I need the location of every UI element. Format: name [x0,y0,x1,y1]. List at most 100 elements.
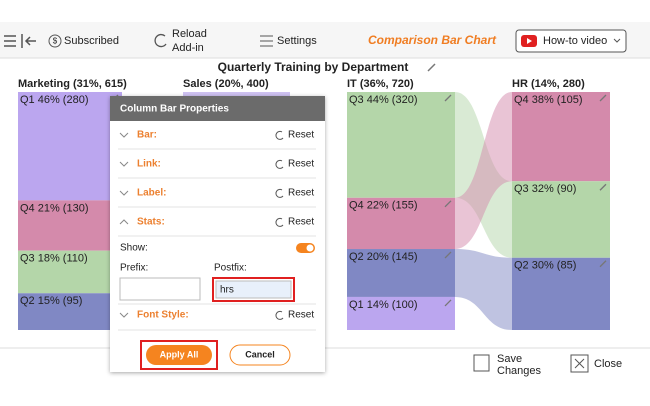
dollar-icon [48,34,62,48]
apply-label: Apply All [160,349,199,359]
chevron[interactable] [119,132,129,138]
apply-button[interactable]: Apply All [146,345,212,365]
segment [347,296,455,330]
settings-icon [260,35,273,47]
highlight [212,277,295,302]
subscribed-label: Subscribed [64,35,119,47]
toggle-knob [306,244,314,252]
segment-label: Q2 30% (85) [514,260,576,272]
dialog-title: Column Bar Properties [120,104,229,115]
properties-dialog: Column Bar Properties Bar: Reset Link: Rese… [110,96,325,372]
edit-icon[interactable] [444,94,452,102]
cancel-button[interactable]: Cancel [229,344,291,366]
segment [18,92,122,201]
chevron [613,38,621,43]
segment-label: Q1 14% (100) [349,299,417,311]
edit-icon[interactable] [444,251,452,259]
column-label: Marketing (31%, 615) [18,78,127,90]
segment-label: Q4 21% (130) [20,202,88,214]
chevron[interactable] [119,219,129,225]
chevron[interactable] [119,312,129,318]
save-button[interactable]: Save Changes [473,353,542,377]
show-toggle[interactable] [296,243,315,253]
reset-icon [275,217,284,227]
sections: Bar: Reset Link: Reset Label: Reset Stats: Rese… [118,130,316,237]
segment-label: Q4 22% (155) [349,200,417,212]
reset-button[interactable]: Reset [288,159,314,170]
apply-shape [146,345,212,365]
column-label: Sales (20%, 400) [183,78,269,90]
column-label: HR (14%, 280) [512,78,585,90]
reload-label: Reload [172,28,207,40]
edit-icon[interactable] [444,299,452,307]
dialog-header [110,96,325,121]
save-label: Changes [497,365,542,377]
back-icon[interactable] [21,34,36,48]
reset-icon [275,310,284,320]
close-icon [570,354,589,373]
settings-button[interactable]: Settings [260,35,317,47]
close-button[interactable]: Close [570,354,622,373]
app-title: Comparison Bar Chart [368,33,497,47]
segment [512,181,610,258]
chevron[interactable] [119,190,129,196]
link [455,92,512,250]
cancel-shape [229,344,291,366]
segment [347,92,455,198]
postfix-input[interactable] [215,280,292,299]
highlight [140,340,218,370]
segment-label: Q4 38% (105) [514,94,582,106]
reset-icon [275,188,284,198]
reset-button[interactable]: Reset [288,130,314,141]
reload-icon [154,33,167,48]
postfix-label: Postfix: [214,263,247,274]
chart-title: Quarterly Training by Department [218,60,409,74]
subscribed-button[interactable]: $ Subscribed [48,34,119,48]
reload-label: Add-in [172,42,204,54]
video-button[interactable]: How-to video [515,29,627,53]
prefix-input[interactable] [119,277,201,301]
reset-button[interactable]: Reset [288,188,314,199]
reset-button[interactable]: Reset [288,217,314,228]
segment-label: Q2 20% (145) [349,251,417,263]
section-label: Label: [137,188,166,199]
section-label: Stats: [137,217,165,228]
segment [18,293,122,330]
segment [512,257,610,330]
segment-label: Q2 15% (95) [20,295,82,307]
video-label: How-to video [543,35,607,47]
segment [347,249,455,297]
segment [347,197,455,250]
play-icon [527,38,532,44]
edit-icon[interactable] [444,200,452,208]
cancel-label: Cancel [245,349,275,359]
section-label: Link: [137,159,161,170]
chevron[interactable] [119,161,129,167]
section-label: Font Style: [137,310,189,321]
link [455,249,512,330]
edit-icon[interactable] [599,183,607,191]
edit-icon[interactable] [427,63,436,72]
reset-icon [275,159,284,169]
dialog-panel [110,96,325,372]
segment [18,200,122,251]
postfix-value: hrs [220,285,234,296]
settings-label: Settings [277,35,317,47]
segment [512,92,610,182]
close-label: Close [594,358,622,370]
show-label: Show: [120,243,148,254]
segment-label: Q3 32% (90) [514,183,576,195]
segment [18,250,122,294]
reset-button[interactable]: Reset [288,310,314,321]
column-label: IT (36%, 720) [347,78,414,90]
section-label: Bar: [137,130,157,141]
edit-icon[interactable] [599,94,607,102]
prefix-label: Prefix: [120,263,148,274]
segment-label: Q3 18% (110) [20,253,88,265]
edit-icon[interactable] [599,260,607,268]
menu-icon[interactable] [4,35,16,47]
video-button-frame [515,29,627,53]
reload-button[interactable]: Reload Add-in [154,28,207,54]
